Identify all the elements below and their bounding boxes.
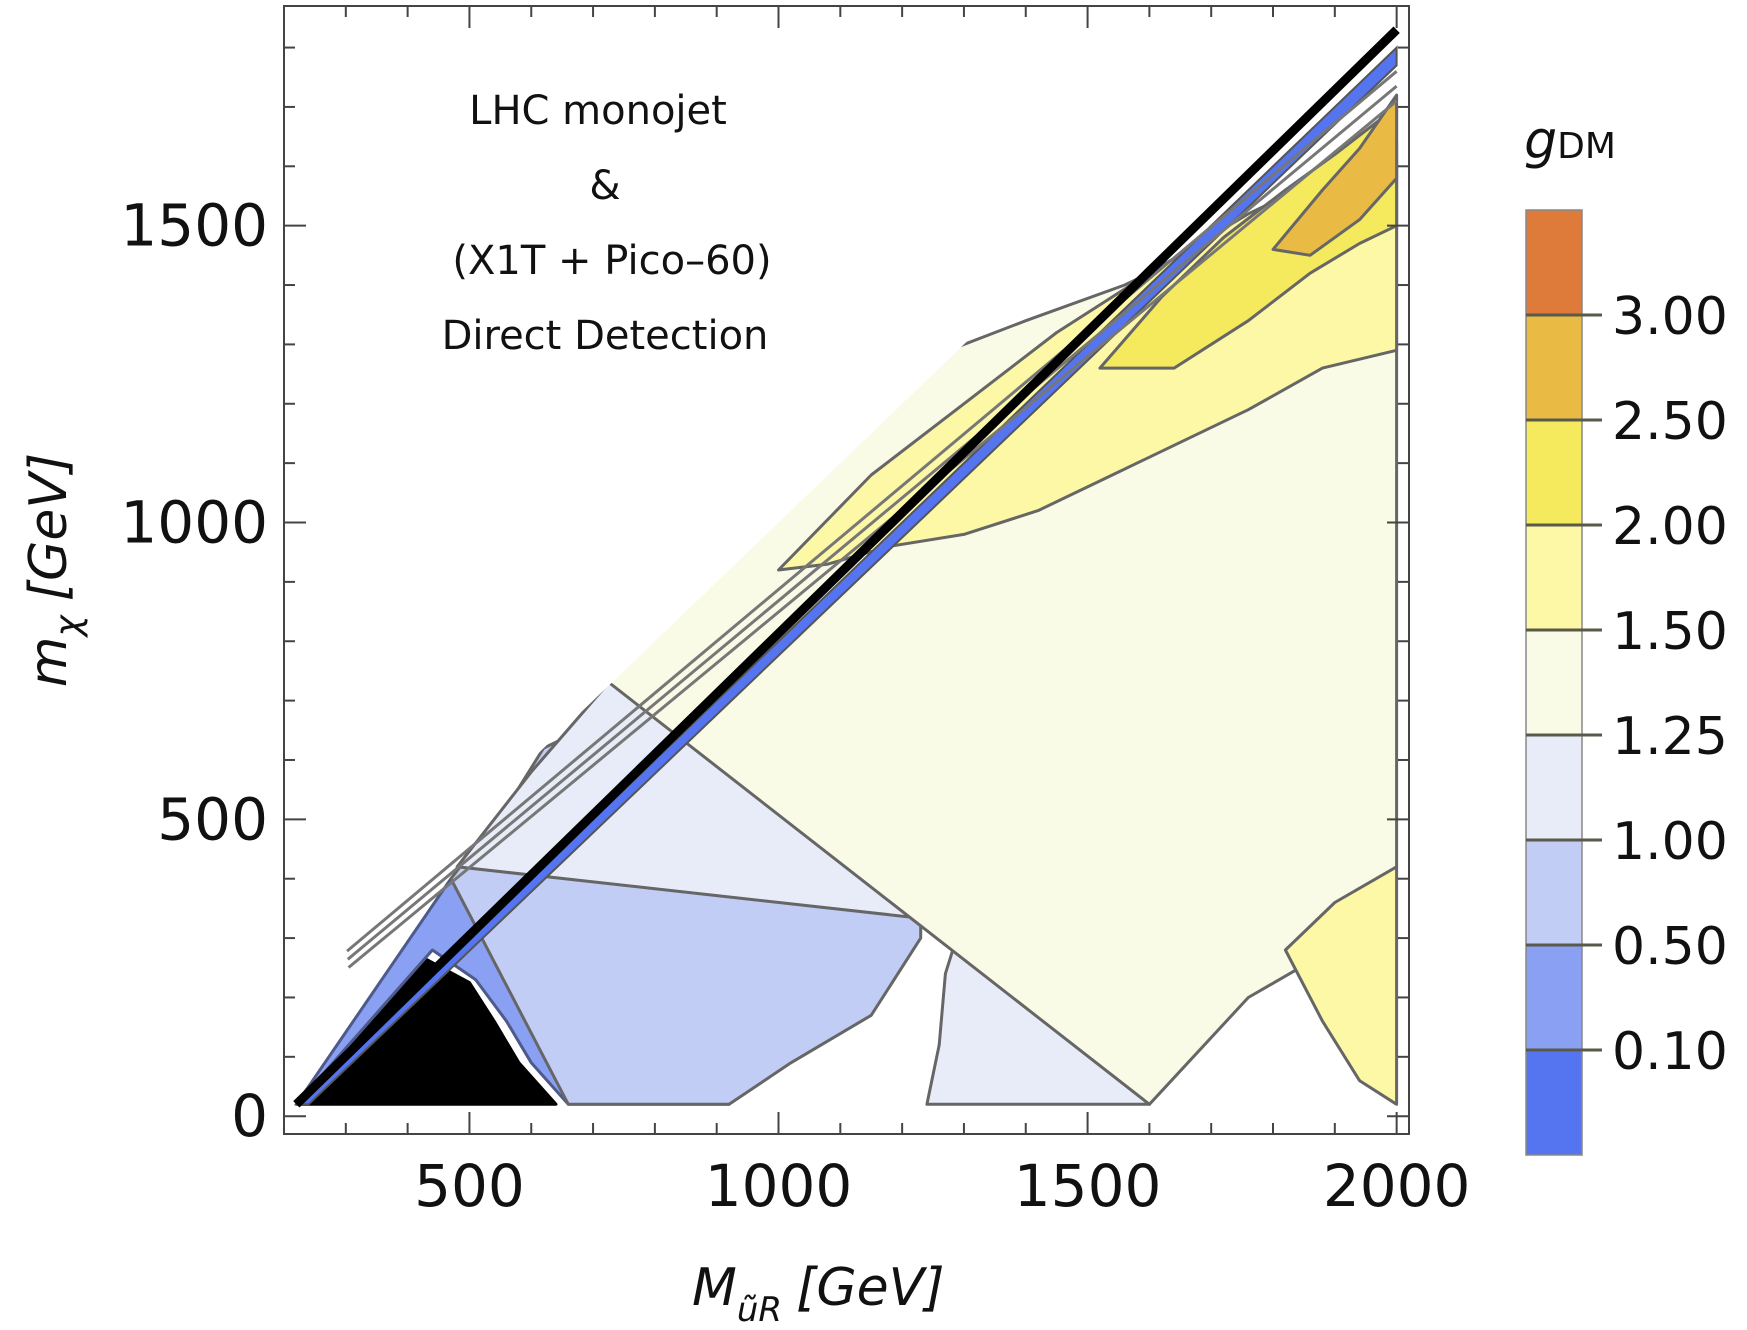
- region-pocket-high-x: [1283, 865, 1399, 1106]
- colorbar-band: [1526, 315, 1582, 421]
- colorbar-band: [1526, 420, 1582, 526]
- colorbar-level-label: 2.00: [1612, 497, 1728, 557]
- diagonal-contour-2: [346, 84, 1398, 961]
- x-tick-label: 1000: [705, 1152, 853, 1220]
- y-axis-title-unit: [GeV]: [19, 453, 79, 601]
- y-tick-label: 500: [157, 785, 268, 853]
- x-tick-label: 2000: [1323, 1152, 1471, 1220]
- svg-text:gDM: gDM: [1524, 111, 1616, 171]
- y-tick-label: 0: [231, 1082, 268, 1150]
- diagonal-contour-1: [346, 70, 1398, 953]
- unphysical-region-mask: [284, 6, 1409, 998]
- x-tick-label: 500: [414, 1152, 525, 1220]
- plot-frame: [283, 5, 1410, 1135]
- colorbar-level-label: 0.10: [1612, 1022, 1728, 1082]
- annotation-box: LHC monojet & (X1T + Pico–60) Direct Det…: [442, 88, 772, 359]
- x-tick-label: 1500: [1014, 1152, 1162, 1220]
- y-axis-title-main: m: [19, 637, 79, 688]
- svg-text:mχ[GeV]: mχ [GeV]: [19, 453, 89, 687]
- svg-text:MũR[GeV]: MũR [GeV]: [692, 1258, 945, 1330]
- colorbar-band: [1526, 945, 1582, 1051]
- y-tick-label: 1000: [120, 489, 268, 557]
- x-axis-title-main: M: [692, 1258, 737, 1318]
- colorbar-band: [1526, 735, 1582, 841]
- annotation-line-3: (X1T + Pico–60): [452, 238, 771, 284]
- colorbar-level-label: 2.50: [1612, 392, 1728, 452]
- x-axis-title-unit: [GeV]: [796, 1258, 944, 1318]
- region-band-2.50-3.00: [1271, 93, 1399, 257]
- colorbar-level-label: 0.50: [1612, 917, 1728, 977]
- x-axis-title: MũR [GeV]: [692, 1258, 945, 1330]
- y-tick-label: 1500: [120, 192, 268, 260]
- annotation-line-2: &: [589, 163, 620, 209]
- colorbar-band: [1526, 1050, 1582, 1156]
- colorbar-band: [1526, 525, 1582, 631]
- annotation-line-1: LHC monojet: [469, 88, 727, 134]
- x-axis-title-sub: ũR: [737, 1290, 782, 1330]
- colorbar-level-label: 1.00: [1612, 812, 1728, 872]
- colorbar-bands: [1525, 209, 1583, 1156]
- annotation-line-4: Direct Detection: [442, 313, 769, 359]
- colorbar-level-label: 1.25: [1612, 707, 1728, 767]
- diagonal-contour-3: [347, 99, 1398, 969]
- diagonal-line: [293, 26, 1400, 1108]
- colorbar: gDM 0.10 0.50 1.00 1.25 1.50 2.00 2.50 3.00: [1524, 111, 1728, 1156]
- colorbar-level-label: 1.50: [1612, 602, 1728, 662]
- colorbar-labels: 0.10 0.50 1.00 1.25 1.50 2.00 2.50 3.00: [1526, 287, 1728, 1082]
- colorbar-band: [1526, 630, 1582, 736]
- colorbar-band: [1526, 840, 1582, 946]
- y-axis-title-sub: χ: [48, 614, 89, 639]
- colorbar-title-sub: DM: [1557, 126, 1616, 167]
- axis-ticks: 500 1000 1500 2000 0 500 1000 1500: [120, 6, 1470, 1220]
- colorbar-title-main: g: [1524, 111, 1557, 171]
- contour-regions: [294, 93, 1399, 1106]
- kinematic-boundary: [284, 6, 1409, 1108]
- y-axis-title: mχ [GeV]: [19, 453, 89, 687]
- colorbar-band: [1526, 210, 1582, 316]
- colorbar-frame: [1525, 209, 1583, 1156]
- colorbar-level-label: 3.00: [1612, 287, 1728, 347]
